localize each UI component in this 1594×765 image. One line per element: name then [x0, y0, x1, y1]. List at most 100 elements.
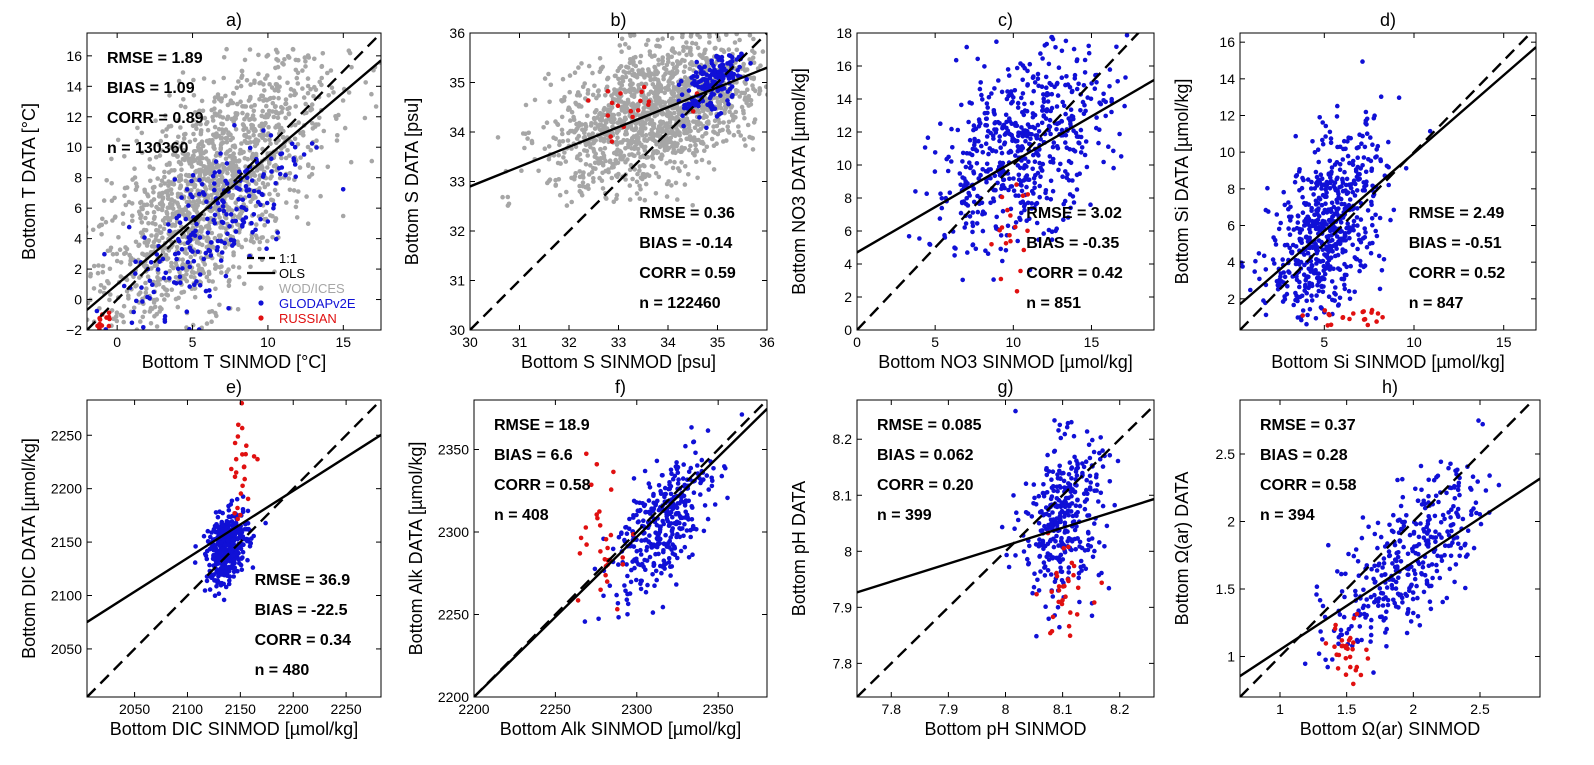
data-point — [1308, 223, 1313, 229]
data-point — [205, 127, 211, 133]
data-point — [1297, 188, 1302, 193]
data-point — [949, 126, 954, 132]
data-point — [223, 226, 229, 231]
data-point — [1053, 228, 1058, 234]
data-point — [288, 93, 293, 98]
data-point — [953, 57, 959, 63]
data-point — [984, 161, 990, 167]
data-point — [277, 75, 282, 80]
data-point — [199, 115, 204, 121]
data-point — [600, 64, 605, 70]
data-point — [1351, 218, 1357, 224]
data-point — [994, 214, 999, 220]
data-point — [925, 135, 931, 140]
data-point — [595, 88, 601, 94]
data-point — [168, 197, 174, 203]
data-point — [614, 140, 620, 145]
x-tick-label: 15 — [1084, 334, 1100, 350]
data-point — [544, 120, 550, 125]
data-point — [253, 227, 258, 233]
stat-line: n = 847 — [1409, 295, 1464, 312]
data-point — [719, 54, 725, 60]
data-point — [24, 281, 29, 286]
data-point — [163, 252, 169, 258]
data-point — [657, 119, 663, 125]
data-point — [109, 181, 114, 186]
data-point — [1020, 63, 1026, 68]
data-point — [784, 57, 789, 62]
data-point — [260, 174, 266, 179]
data-point — [1364, 122, 1369, 127]
data-point — [957, 171, 963, 176]
y-tick-label: 2 — [1227, 291, 1235, 307]
data-point — [1004, 96, 1010, 102]
data-point — [217, 109, 223, 114]
data-point — [585, 153, 590, 158]
data-point — [1317, 115, 1322, 120]
data-point — [1338, 236, 1344, 242]
data-point — [178, 184, 183, 190]
data-point — [1086, 43, 1091, 49]
y-tick-label: 18 — [836, 25, 852, 41]
data-point — [684, 45, 690, 50]
data-point — [495, 135, 501, 140]
data-point — [643, 181, 649, 187]
data-point — [198, 121, 203, 127]
data-point — [47, 271, 52, 276]
data-point — [750, 147, 756, 152]
y-tick-label: 16 — [836, 58, 852, 74]
data-point — [179, 167, 184, 172]
data-point — [293, 57, 299, 63]
data-point — [677, 51, 682, 56]
stat-line: CORR = 0.52 — [1409, 265, 1506, 282]
data-point — [101, 198, 107, 203]
data-point — [659, 152, 665, 157]
data-point — [1085, 95, 1090, 100]
data-point — [1030, 166, 1035, 172]
data-point — [153, 234, 159, 239]
data-point — [1354, 215, 1360, 220]
data-point — [661, 129, 666, 134]
data-point — [1328, 245, 1334, 250]
data-point — [725, 124, 730, 129]
data-point — [232, 115, 237, 121]
data-point — [818, 32, 823, 37]
data-point — [1286, 226, 1291, 231]
data-point — [1362, 184, 1367, 190]
y-tick-label: 4 — [844, 256, 852, 272]
x-tick-label: 10 — [260, 334, 276, 350]
data-point — [1044, 93, 1050, 98]
data-point — [113, 214, 118, 219]
data-point — [198, 148, 204, 153]
data-point — [1336, 195, 1341, 200]
data-point — [231, 264, 236, 270]
data-point — [98, 222, 103, 228]
data-point — [771, 55, 776, 60]
data-point — [984, 134, 990, 139]
data-point — [172, 199, 177, 204]
data-point — [212, 212, 218, 218]
data-point — [254, 168, 260, 173]
data-point — [230, 135, 235, 141]
data-point — [239, 141, 244, 146]
data-point — [969, 152, 975, 158]
data-point — [1326, 294, 1332, 300]
data-point — [614, 192, 620, 198]
data-point — [681, 123, 686, 129]
data-point — [639, 129, 645, 134]
y-tick-label: 4 — [74, 231, 82, 247]
data-point — [665, 129, 671, 135]
data-point — [174, 244, 180, 250]
data-point — [1001, 177, 1006, 183]
data-point — [1049, 91, 1055, 97]
data-point — [1021, 247, 1027, 253]
data-point — [665, 52, 671, 58]
data-point — [1300, 308, 1306, 313]
data-point — [1343, 238, 1348, 243]
data-point — [557, 139, 562, 144]
data-point — [615, 174, 620, 180]
data-point — [704, 56, 709, 61]
data-point — [264, 200, 270, 206]
data-point — [709, 107, 715, 112]
data-point — [546, 71, 551, 77]
